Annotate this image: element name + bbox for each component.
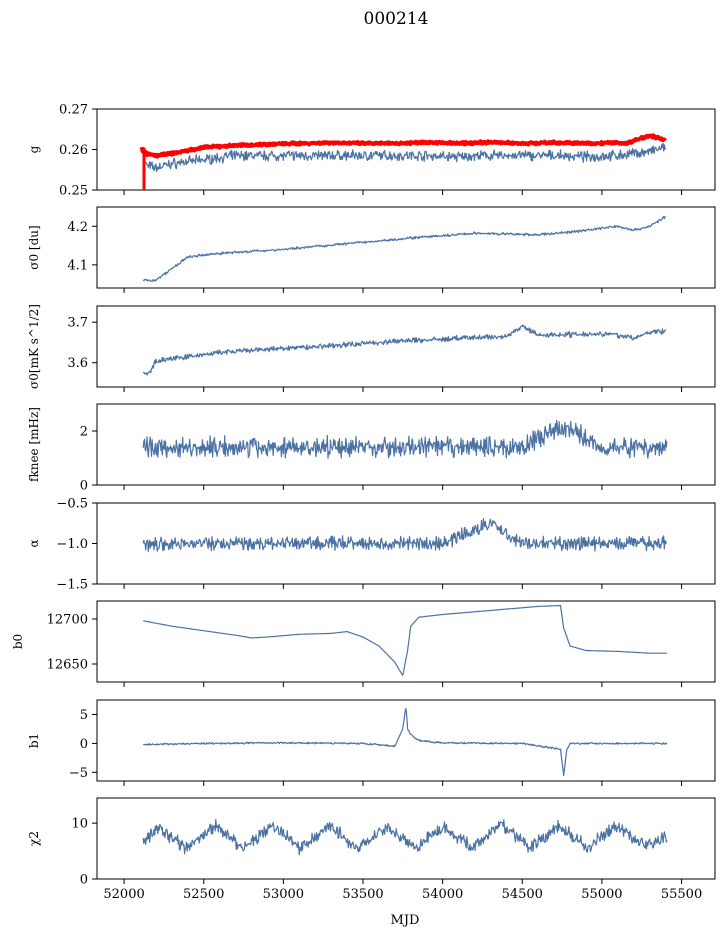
panels: 0.25 0.26 0.27 g 4.1 4.2 σ0 [du] 3.6 3.7 σ0[mK s^… [11, 103, 716, 902]
y-tick-label: 4.2 [67, 220, 88, 235]
y-tick-label: 0 [80, 479, 88, 494]
y-axis-label: g [27, 145, 41, 153]
y-tick-label: 3.6 [67, 356, 88, 371]
y-axis-label: χ2 [27, 831, 41, 846]
series-line [142, 142, 667, 173]
x-axis-label: MJD [391, 913, 420, 928]
y-axis-label: α [27, 539, 41, 547]
y-tick-label: 0 [80, 737, 88, 752]
series-line [142, 215, 666, 282]
y-tick-label: 12650 [47, 658, 88, 673]
panel-7: −5 0 5 b1 [27, 699, 716, 786]
y-tick-label: 0 [80, 873, 88, 888]
x-tick-label: 54000 [422, 887, 463, 902]
x-tick-label: 55500 [661, 887, 702, 902]
y-tick-label: −1.0 [56, 537, 88, 552]
series-line [143, 707, 668, 777]
panel-5: −1.5 −1.0 −0.5 α [27, 497, 716, 593]
panel-frame [96, 305, 716, 388]
y-axis-label: σ0[mK s^1/2] [27, 304, 41, 389]
y-tick-label: 10 [71, 817, 88, 832]
x-tick-label: 52500 [183, 887, 224, 902]
panel-4: 0 2 fknee [mHz] [27, 403, 716, 494]
panel-1: 0.25 0.26 0.27 g [27, 103, 716, 199]
series-line [142, 324, 667, 376]
x-tick-label: 53000 [263, 887, 304, 902]
y-tick-label: 0.27 [59, 103, 88, 118]
y-tick-label: 2 [80, 425, 88, 440]
x-tick-label: 54500 [502, 887, 543, 902]
panel-frame [96, 206, 716, 289]
panel-6: 12650 12700 b0 [11, 600, 716, 687]
y-tick-label: 3.7 [67, 316, 88, 331]
panel-frame [96, 403, 716, 486]
y-axis-label: σ0 [du] [27, 225, 41, 269]
y-tick-label: −1.5 [56, 578, 88, 593]
panel-3: 3.6 3.7 σ0[mK s^1/2] [27, 304, 716, 392]
y-tick-label: 4.1 [67, 258, 88, 273]
panel-frame [96, 699, 716, 782]
y-tick-label: 5 [80, 708, 88, 723]
x-tick-label: 53500 [342, 887, 383, 902]
y-tick-label: 12700 [47, 613, 88, 628]
series-line [143, 604, 667, 676]
panel-frame [96, 797, 716, 880]
x-tick-label: 52000 [103, 887, 144, 902]
panel-8: 52000 52500 53000 53500 54000 54500 55000 55500… [27, 797, 716, 902]
y-tick-label: 0.26 [59, 143, 88, 158]
y-tick-label: −0.5 [56, 497, 88, 512]
y-tick-label: 0.25 [59, 184, 88, 199]
panel-2: 4.1 4.2 σ0 [du] [27, 206, 716, 293]
y-axis-label: b0 [11, 634, 25, 649]
series-line [142, 818, 668, 856]
series-line [142, 419, 668, 459]
y-axis-label: fknee [mHz] [27, 407, 41, 482]
x-tick-label: 55000 [581, 887, 622, 902]
panel-frame [96, 600, 716, 683]
figure-title: 000214 [364, 9, 429, 29]
y-tick-label: −5 [69, 766, 88, 781]
series-line [139, 133, 667, 159]
series-line [142, 517, 668, 553]
y-axis-label: b1 [27, 733, 41, 748]
